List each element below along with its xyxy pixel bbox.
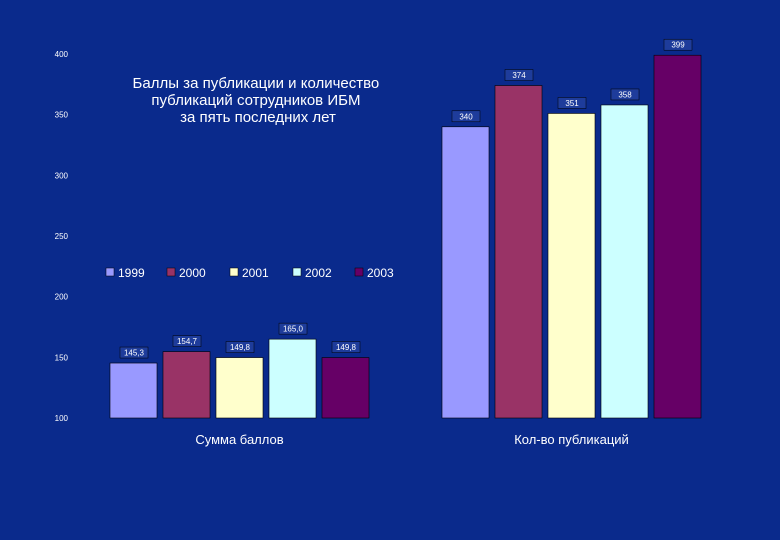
y-axis: 100 150 200 250 300 350 400 — [55, 50, 69, 423]
legend: 1999 2000 2001 2002 2003 — [105, 266, 394, 280]
chart-title-line-2: публикаций сотрудников ИБМ — [151, 92, 360, 109]
data-label: 399 — [671, 41, 685, 50]
legend-swatch — [229, 267, 239, 277]
data-label-box — [557, 97, 587, 109]
category-label: Кол-во публикаций — [514, 432, 629, 447]
data-label-box — [172, 335, 202, 347]
data-label-box — [278, 322, 308, 335]
legend-label: 2000 — [179, 266, 206, 280]
bar — [441, 126, 490, 419]
bar — [494, 85, 543, 419]
legend-label: 2001 — [242, 266, 269, 280]
legend-swatch — [292, 267, 302, 277]
legend-swatch — [166, 267, 176, 277]
data-label-box — [119, 346, 149, 359]
data-label: 374 — [512, 71, 526, 80]
data-label-box — [610, 88, 640, 101]
bar — [600, 104, 649, 419]
data-label: 149,8 — [336, 343, 357, 352]
y-tick-label: 350 — [55, 111, 69, 120]
bar — [109, 362, 158, 419]
y-tick-label: 200 — [55, 293, 69, 302]
y-tick-label: 300 — [55, 171, 69, 180]
category-label: Сумма баллов — [195, 432, 283, 447]
chart-title-line-3: за пять последних лет — [180, 109, 336, 126]
bar — [653, 54, 702, 419]
data-labels: 145,3 340 154,7 374 149,8 351 165,0 358 149,8 399 — [119, 38, 693, 359]
y-tick-label: 250 — [55, 232, 69, 241]
chart-title: Баллы за публикации и количество публика… — [133, 75, 384, 126]
data-label: 340 — [459, 112, 473, 121]
chart-title-line-1: Баллы за публикации и количество — [133, 75, 380, 92]
legend-swatch — [354, 267, 364, 277]
bar — [268, 338, 317, 419]
data-label-box — [331, 341, 361, 353]
bar — [162, 351, 211, 419]
legend-label: 1999 — [118, 266, 145, 280]
data-label: 358 — [618, 90, 632, 99]
data-label: 165,0 — [283, 325, 304, 334]
legend-label: 2003 — [367, 266, 394, 280]
bar — [321, 357, 370, 419]
legend-label: 2002 — [305, 266, 332, 280]
data-label: 145,3 — [124, 349, 145, 358]
y-tick-label: 100 — [55, 414, 69, 423]
y-tick-label: 400 — [55, 50, 69, 59]
bar — [547, 113, 596, 419]
data-label: 149,8 — [230, 343, 251, 352]
data-label: 351 — [565, 99, 579, 108]
data-label: 154,7 — [177, 337, 198, 346]
legend-swatch — [105, 267, 115, 277]
data-label-box — [504, 69, 534, 81]
data-label-box — [225, 341, 255, 353]
data-label-box — [451, 110, 481, 123]
data-label-box — [663, 38, 693, 51]
y-tick-label: 150 — [55, 353, 69, 362]
bar — [215, 357, 264, 419]
bar-series — [109, 54, 702, 419]
category-labels: Сумма баллов Кол-во публикаций — [195, 432, 628, 447]
